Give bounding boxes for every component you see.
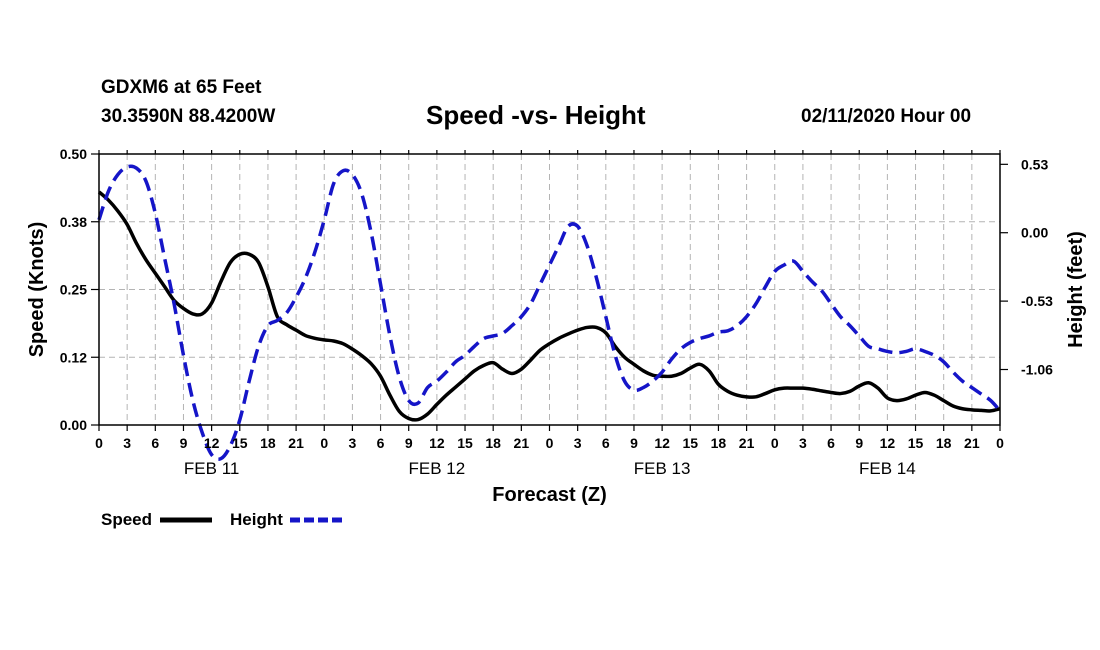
- x-tick-label: 6: [377, 435, 385, 451]
- x-axis-label: Forecast (Z): [492, 484, 606, 506]
- x-tick-label: 3: [349, 435, 357, 451]
- x-tick-label: 18: [936, 435, 952, 451]
- x-tick-label: 12: [429, 435, 445, 451]
- issue-time-label: 02/11/2020 Hour 00: [801, 106, 972, 127]
- x-tick-label: 15: [908, 435, 924, 451]
- x-tick-label: 21: [288, 435, 304, 451]
- legend-speed-label: Speed: [101, 510, 153, 529]
- x-tick-label: 9: [405, 435, 413, 451]
- y-tick-label: 0.12: [60, 349, 87, 365]
- y-tick-label: 0.25: [60, 282, 87, 298]
- x-tick-label: 6: [602, 435, 610, 451]
- x-tick-label: 18: [260, 435, 276, 451]
- x-tick-label: 3: [799, 435, 807, 451]
- y2-tick-label: 0.53: [1021, 156, 1048, 172]
- y2-tick-label: -0.53: [1021, 293, 1053, 309]
- x-tick-label: 9: [180, 435, 188, 451]
- x-tick-label: 15: [682, 435, 698, 451]
- x-tick-label: 0: [546, 435, 554, 451]
- day-label: FEB 11: [184, 459, 239, 478]
- x-tick-label: 0: [95, 435, 103, 451]
- series-layer: [97, 164, 1002, 461]
- x-tick-label: 18: [485, 435, 501, 451]
- x-tick-label: 15: [232, 435, 248, 451]
- day-label: FEB 12: [409, 459, 466, 478]
- series-height-line: [97, 164, 1002, 461]
- day-label: FEB 14: [859, 459, 916, 478]
- x-tick-label: 21: [964, 435, 980, 451]
- x-tick-label: 12: [654, 435, 670, 451]
- x-tick-label: 3: [574, 435, 582, 451]
- y2-tick-label: -1.06: [1021, 362, 1053, 378]
- axes: 0 3 6 9 12 15 18 21 0 3 6 9 12 15 18 21 0 3 6 9 12 15 18 21 0 3 6 9…: [60, 146, 1053, 478]
- day-label: FEB 13: [634, 459, 691, 478]
- y-axis-label: Speed (Knots): [26, 222, 48, 358]
- y-tick-label: 0.38: [60, 214, 87, 230]
- x-tick-label: 6: [827, 435, 835, 451]
- x-tick-label: 12: [204, 435, 220, 451]
- x-tick-label: 9: [855, 435, 863, 451]
- coordinates-label: 30.3590N 88.4200W: [101, 106, 276, 127]
- x-tick-label: 21: [514, 435, 530, 451]
- x-tick-label: 18: [711, 435, 727, 451]
- x-tick-label: 15: [457, 435, 473, 451]
- y-tick-label: 0.50: [60, 146, 87, 162]
- chart-title: Speed -vs- Height: [426, 100, 646, 130]
- x-tick-label: 0: [771, 435, 779, 451]
- y2-tick-label: 0.00: [1021, 225, 1048, 241]
- y2-axis-label: Height (feet): [1065, 231, 1087, 348]
- x-tick-label: 0: [320, 435, 328, 451]
- x-tick-label: 0: [996, 435, 1004, 451]
- legend-height-label: Height: [230, 510, 283, 529]
- series-speed-line: [97, 190, 1001, 422]
- x-tick-label: 3: [123, 435, 131, 451]
- x-tick-label: 21: [739, 435, 755, 451]
- x-tick-label: 9: [630, 435, 638, 451]
- x-tick-label: 12: [880, 435, 896, 451]
- x-tick-label: 6: [151, 435, 159, 451]
- y-tick-label: 0.00: [60, 417, 87, 433]
- station-label: GDXM6 at 65 Feet: [101, 77, 262, 98]
